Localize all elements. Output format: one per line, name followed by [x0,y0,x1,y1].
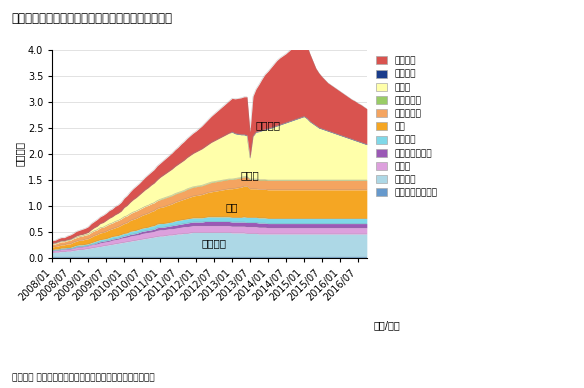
Text: 取引所: 取引所 [241,170,259,180]
Text: 保险: 保险 [226,202,238,212]
Text: 図表２：社債（企業債）投資家別保有残高（月次）: 図表２：社債（企業債）投資家別保有残高（月次） [12,12,173,25]
Text: 商業銀行: 商業銀行 [201,238,227,248]
Legend: ファンド, 海外機閖, 取引所, 個人投資家, 非金融機閖, 保险, 証券会社, 非銀行金融機閖, 信用社, 商業銀行, 特殊決算メンバー: ファンド, 海外機閖, 取引所, 個人投資家, 非金融機閖, 保险, 証券会社,… [374,55,439,199]
Text: （年/月）: （年/月） [373,320,400,330]
Text: ファンド: ファンド [255,120,280,130]
Text: （出所） 中国国債登記決算有限責任公司より大和総研作成: （出所） 中国国債登記決算有限責任公司より大和総研作成 [12,373,154,382]
Y-axis label: （兆元）: （兆元） [15,142,25,166]
